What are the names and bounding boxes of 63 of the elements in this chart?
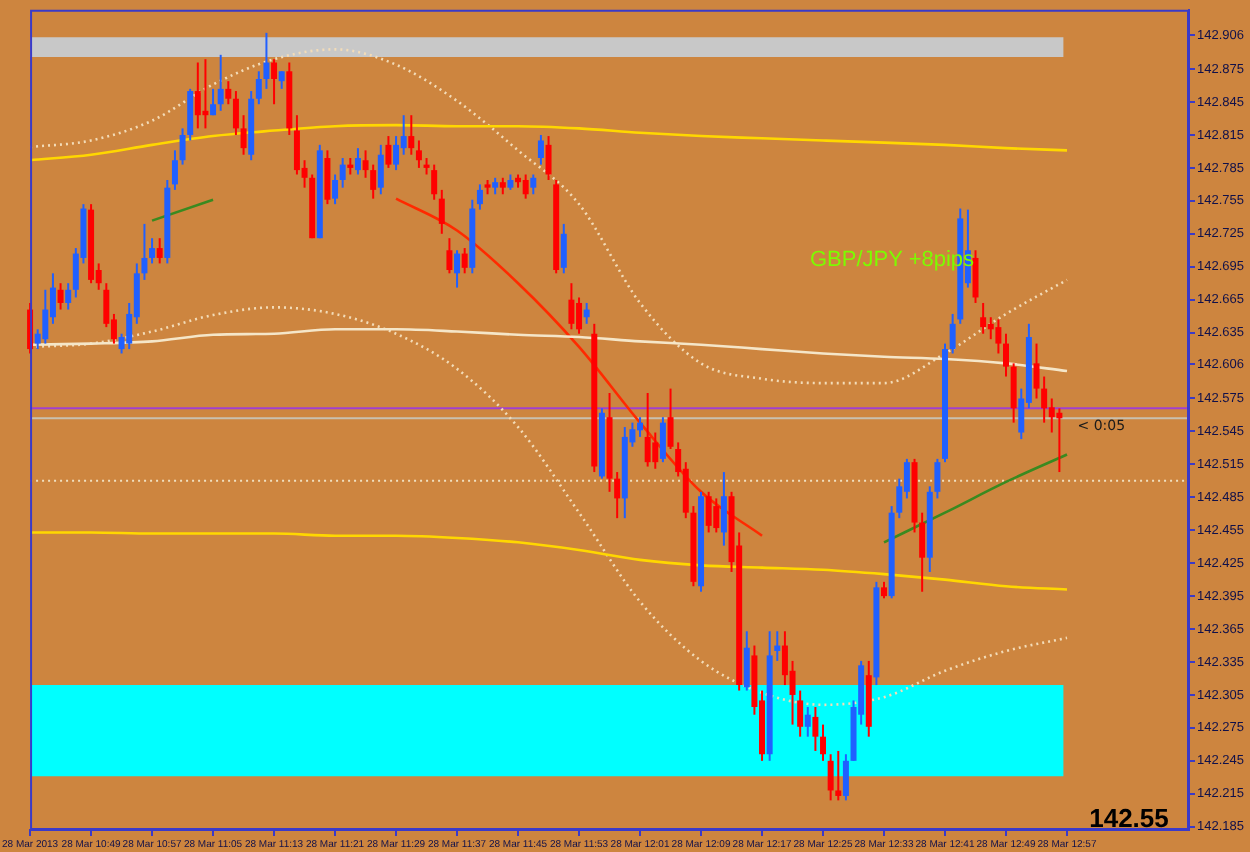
candlestick [194, 61, 201, 130]
candlestick [332, 173, 339, 206]
candlestick [522, 173, 529, 200]
candlestick [1003, 332, 1010, 378]
candlestick [149, 237, 156, 265]
candlestick [377, 143, 384, 196]
candlestick [537, 133, 544, 166]
candlestick [438, 188, 445, 235]
candlestick [743, 630, 750, 692]
candlestick [461, 247, 468, 275]
candlestick [1010, 362, 1017, 424]
line-series [882, 453, 1069, 544]
candlestick [156, 237, 163, 265]
candlestick [431, 163, 438, 201]
candlestick [583, 301, 590, 325]
candlestick [446, 237, 453, 275]
candlestick [57, 282, 64, 311]
candlestick [210, 87, 217, 117]
line-series [28, 123, 1069, 162]
candlestick [225, 80, 232, 106]
candlestick [804, 706, 811, 738]
candlestick [842, 753, 849, 802]
candlestick [171, 149, 178, 191]
candlestick [637, 416, 644, 438]
candlestick [240, 114, 247, 156]
candlestick [408, 114, 415, 156]
annotation: 142.55 [1089, 802, 1169, 833]
candlestick [545, 135, 552, 181]
candlestick [385, 135, 392, 169]
candlestick [530, 173, 537, 196]
candlestick [995, 318, 1002, 355]
candlestick [720, 471, 727, 547]
candlestick [324, 149, 331, 206]
candlestick [202, 58, 209, 130]
candlestick [980, 301, 987, 335]
candlestick [217, 53, 224, 112]
candlestick [232, 90, 239, 136]
candlestick [271, 58, 278, 106]
candlestick [972, 249, 979, 304]
candlestick [781, 630, 788, 687]
line-series [394, 197, 764, 538]
candlestick [568, 282, 575, 331]
candlestick [659, 416, 666, 464]
candlestick [812, 706, 819, 752]
candlestick [705, 490, 712, 534]
candlestick [393, 135, 400, 172]
candlestick [827, 753, 834, 802]
candlestick [560, 222, 567, 275]
candlestick [820, 723, 827, 762]
candlestick [65, 282, 72, 311]
candlestick [644, 392, 651, 468]
candlestick [293, 114, 300, 176]
candlestick [339, 157, 346, 189]
candlestick [454, 249, 461, 289]
candlestick [476, 183, 483, 211]
candlestick [652, 431, 659, 470]
candlestick [354, 147, 361, 176]
candlestick [713, 497, 720, 534]
candlestick [415, 139, 422, 169]
candlestick [576, 296, 583, 335]
candlestick [42, 288, 49, 345]
candlestick [835, 749, 842, 802]
line-series [28, 531, 1069, 591]
